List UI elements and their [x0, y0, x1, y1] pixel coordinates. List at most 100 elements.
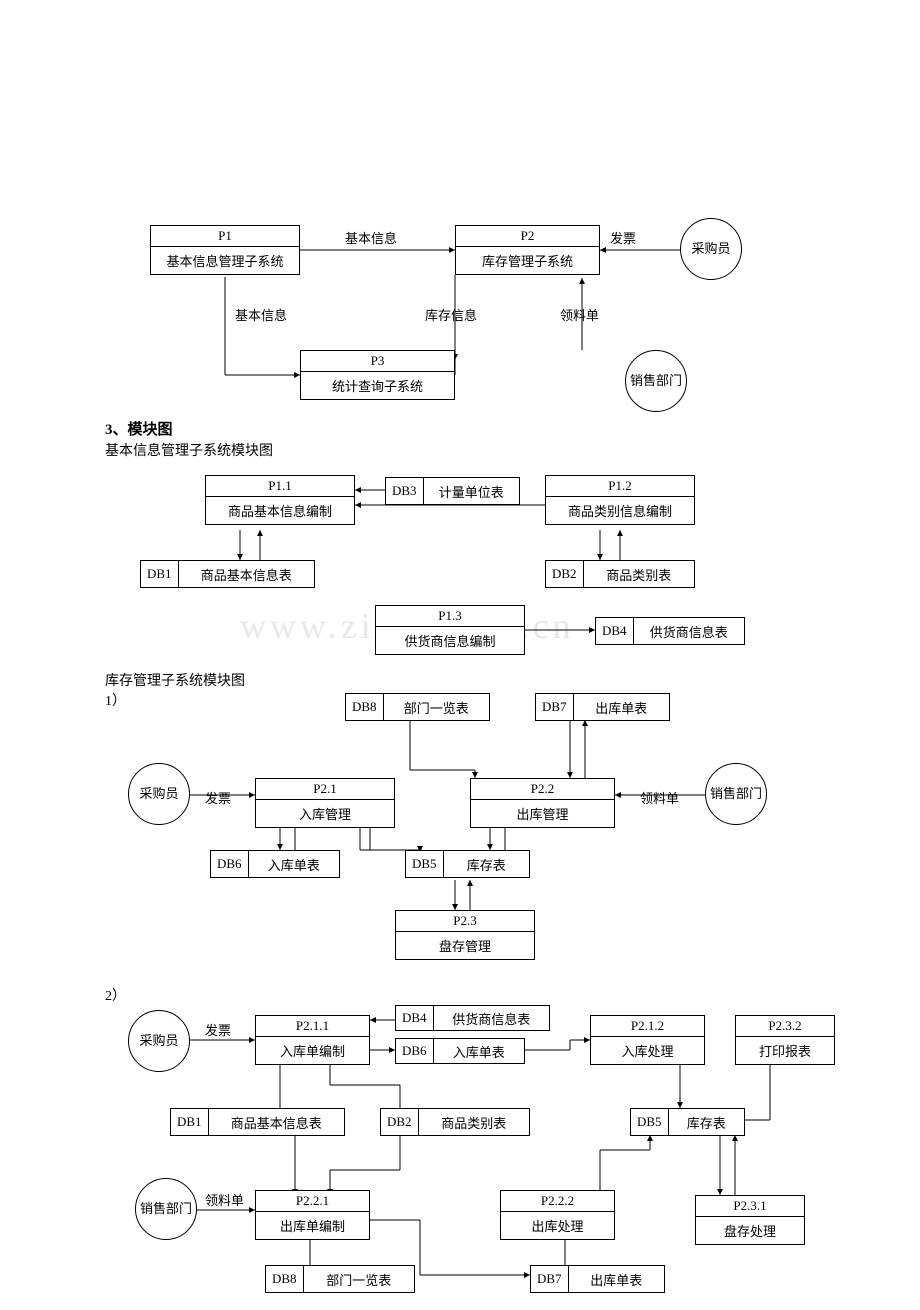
node-db7-3: DB7 出库单表 — [535, 693, 670, 721]
node-p3-code: P3 — [301, 351, 454, 372]
node-db6-4: DB6 入库单表 — [395, 1038, 525, 1064]
node-db7-3-code: DB7 — [536, 694, 574, 720]
node-p11: P1.1 商品基本信息编制 — [205, 475, 355, 525]
label-invoice-4: 发票 — [205, 1020, 231, 1039]
heading-section3: 3、模块图 — [105, 418, 173, 439]
node-p12: P1.2 商品类别信息编制 — [545, 475, 695, 525]
actor-sales-1: 销售部门 — [625, 350, 687, 412]
node-p11-label: 商品基本信息编制 — [206, 497, 354, 524]
node-p22-code: P2.2 — [471, 779, 614, 800]
node-db1-label: 商品基本信息表 — [179, 561, 314, 587]
node-p221: P2.2.1 出库单编制 — [255, 1190, 370, 1240]
node-db8-3-label: 部门一览表 — [384, 694, 489, 720]
node-db2-4-label: 商品类别表 — [419, 1109, 529, 1135]
node-p211-code: P2.1.1 — [256, 1016, 369, 1037]
node-db3-code: DB3 — [386, 478, 424, 504]
node-p3: P3 统计查询子系统 — [300, 350, 455, 400]
node-db1-4: DB1 商品基本信息表 — [170, 1108, 345, 1136]
page: www.zixin.com.cn P1 基本信息管理子系统 P2 库存 — [0, 0, 920, 1302]
node-p212: P2.1.2 入库处理 — [590, 1015, 705, 1065]
node-p1-label: 基本信息管理子系统 — [151, 247, 299, 274]
actor-buyer-4: 采购员 — [128, 1010, 190, 1072]
node-p231-code: P2.3.1 — [696, 1196, 804, 1217]
node-p231-label: 盘存处理 — [696, 1217, 804, 1244]
node-db1-4-code: DB1 — [171, 1109, 209, 1135]
node-p222: P2.2.2 出库处理 — [500, 1190, 615, 1240]
node-db6-3: DB6 入库单表 — [210, 850, 340, 878]
actor-sales-3: 销售部门 — [705, 763, 767, 825]
node-p11-code: P1.1 — [206, 476, 354, 497]
node-p3-label: 统计查询子系统 — [301, 372, 454, 399]
node-db2-4-code: DB2 — [381, 1109, 419, 1135]
node-p211-label: 入库单编制 — [256, 1037, 369, 1064]
label-invoice-3: 发票 — [205, 788, 231, 807]
node-db8-3: DB8 部门一览表 — [345, 693, 490, 721]
node-db7-4: DB7 出库单表 — [530, 1265, 665, 1293]
node-p232-label: 打印报表 — [736, 1037, 834, 1064]
node-p23: P2.3 盘存管理 — [395, 910, 535, 960]
node-p211: P2.1.1 入库单编制 — [255, 1015, 370, 1065]
subheading-basic-module: 基本信息管理子系统模块图 — [105, 440, 273, 460]
label-basic-info-2: 基本信息 — [235, 305, 287, 324]
node-p21-code: P2.1 — [256, 779, 394, 800]
actor-sales-4: 销售部门 — [135, 1178, 197, 1240]
node-db1: DB1 商品基本信息表 — [140, 560, 315, 588]
node-db2-code: DB2 — [546, 561, 584, 587]
node-p1-code: P1 — [151, 226, 299, 247]
node-db5-4-code: DB5 — [631, 1109, 669, 1135]
node-p13-label: 供货商信息编制 — [376, 627, 524, 654]
node-db2-4: DB2 商品类别表 — [380, 1108, 530, 1136]
node-p232: P2.3.2 打印报表 — [735, 1015, 835, 1065]
node-db4-4-code: DB4 — [396, 1006, 434, 1030]
node-p22-label: 出库管理 — [471, 800, 614, 827]
node-p12-code: P1.2 — [546, 476, 694, 497]
label-req-4: 领料单 — [205, 1190, 244, 1209]
node-p22: P2.2 出库管理 — [470, 778, 615, 828]
node-db5-3: DB5 库存表 — [405, 850, 530, 878]
label-basic-info-1: 基本信息 — [345, 228, 397, 247]
label-invoice-1: 发票 — [610, 228, 636, 247]
node-db7-4-label: 出库单表 — [569, 1266, 664, 1292]
node-db5-4-label: 库存表 — [669, 1109, 744, 1135]
node-db6-3-label: 入库单表 — [249, 851, 339, 877]
node-db5-3-code: DB5 — [406, 851, 444, 877]
node-p221-code: P2.2.1 — [256, 1191, 369, 1212]
node-db2-label: 商品类别表 — [584, 561, 694, 587]
node-p23-code: P2.3 — [396, 911, 534, 932]
node-db7-3-label: 出库单表 — [574, 694, 669, 720]
node-db3-label: 计量单位表 — [424, 478, 519, 504]
node-p231: P2.3.1 盘存处理 — [695, 1195, 805, 1245]
node-p13: P1.3 供货商信息编制 — [375, 605, 525, 655]
node-db3: DB3 计量单位表 — [385, 477, 520, 505]
node-db6-4-label: 入库单表 — [434, 1039, 524, 1063]
node-db8-3-code: DB8 — [346, 694, 384, 720]
node-db4-4: DB4 供货商信息表 — [395, 1005, 550, 1031]
node-db4: DB4 供货商信息表 — [595, 617, 745, 645]
node-p2-label: 库存管理子系统 — [456, 247, 599, 274]
node-db5-3-label: 库存表 — [444, 851, 529, 877]
node-db8-4-label: 部门一览表 — [304, 1266, 414, 1292]
subheading-stock-module: 库存管理子系统模块图 — [105, 670, 245, 690]
node-db6-4-code: DB6 — [396, 1039, 434, 1063]
node-db4-code: DB4 — [596, 618, 634, 644]
node-db7-4-code: DB7 — [531, 1266, 569, 1292]
node-p23-label: 盘存管理 — [396, 932, 534, 959]
node-db1-4-label: 商品基本信息表 — [209, 1109, 344, 1135]
diagram1-wires — [0, 0, 920, 410]
node-p221-label: 出库单编制 — [256, 1212, 369, 1239]
node-db8-4-code: DB8 — [266, 1266, 304, 1292]
node-p21-label: 入库管理 — [256, 800, 394, 827]
node-db8-4: DB8 部门一览表 — [265, 1265, 415, 1293]
label-req-1: 领料单 — [560, 305, 599, 324]
node-p2: P2 库存管理子系统 — [455, 225, 600, 275]
node-db1-code: DB1 — [141, 561, 179, 587]
node-p212-label: 入库处理 — [591, 1037, 704, 1064]
label-stock-info: 库存信息 — [425, 305, 477, 324]
actor-buyer-1: 采购员 — [680, 218, 742, 280]
node-p1: P1 基本信息管理子系统 — [150, 225, 300, 275]
numbering-2: 2） — [105, 985, 126, 1005]
node-p13-code: P1.3 — [376, 606, 524, 627]
node-p232-code: P2.3.2 — [736, 1016, 834, 1037]
node-p222-code: P2.2.2 — [501, 1191, 614, 1212]
node-db6-3-code: DB6 — [211, 851, 249, 877]
